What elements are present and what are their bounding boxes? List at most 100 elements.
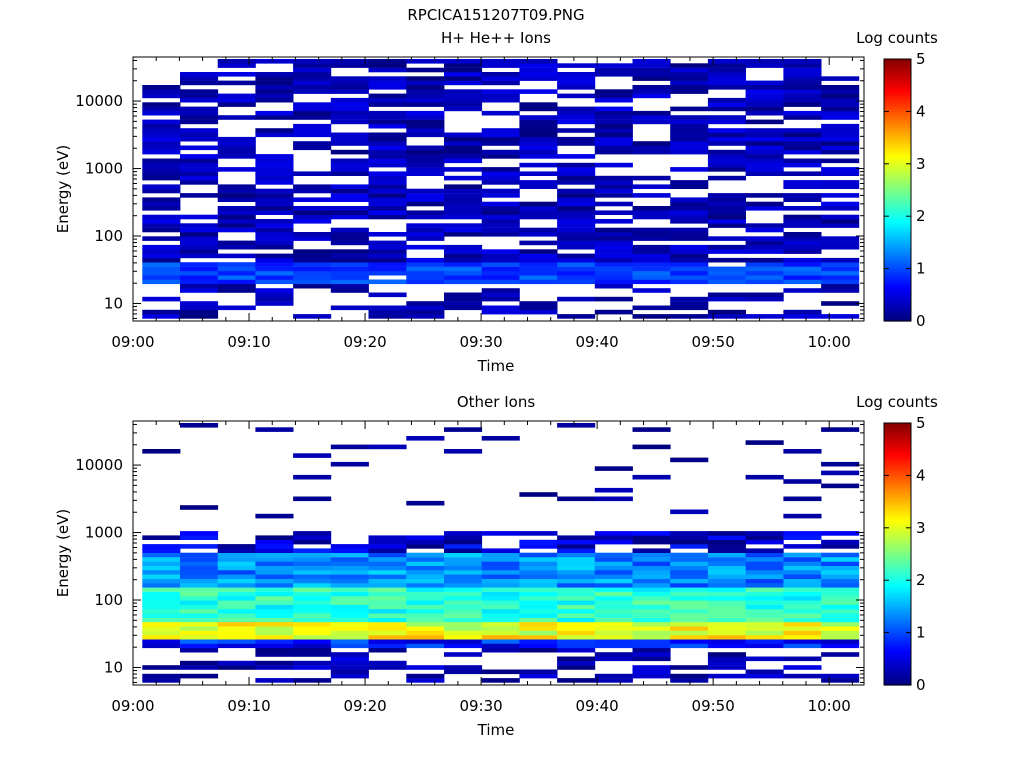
heatmap-cell [745,600,784,605]
colorbar-gradient-step [884,501,911,505]
heatmap-cell [293,145,332,151]
heatmap-cell [180,565,219,571]
heatmap-cell [180,72,219,77]
heatmap-cell [707,596,746,601]
colorbar-gradient-step [884,307,911,312]
heatmap-cell [217,97,256,103]
heatmap-cell [821,531,860,536]
heatmap-cell [180,557,219,562]
heatmap-cell [670,236,709,241]
heatmap-cell [745,110,784,116]
colorbar-gradient-step [884,475,911,479]
heatmap-cell [368,583,407,588]
heatmap-cell [368,647,407,653]
x-tick-label: 09:20 [343,697,386,715]
colorbar-gradient-step [884,504,911,508]
heatmap-cell [632,548,671,553]
heatmap-cell [444,253,483,259]
heatmap-cell [217,660,256,666]
heatmap-cell [821,85,860,90]
heatmap-cell [557,188,596,194]
heatmap-cell [707,141,746,146]
heatmap-cell [217,253,256,259]
heatmap-cell [594,249,633,254]
heatmap-cell [180,279,219,285]
heatmap-cell [481,288,520,293]
heatmap-cell [594,240,633,246]
heatmap-cell [594,115,633,120]
heatmap-cell [142,136,181,142]
heatmap-cell [142,188,181,194]
heatmap-cell [481,292,520,298]
heatmap-cell [481,253,520,259]
heatmap-cell [519,149,558,155]
heatmap-cell [293,591,332,597]
heatmap-cell [444,449,483,454]
colorbar-gradient-step [884,661,911,665]
heatmap-cell [745,535,784,540]
heatmap-cell [330,596,369,601]
heatmap-cell [330,626,369,631]
heatmap-cell [180,275,219,280]
heatmap-cell [217,578,256,584]
colorbar-tick-label: 3 [916,155,926,173]
heatmap-cell [707,167,746,172]
heatmap-cell [330,249,369,254]
heatmap-cell [707,214,746,220]
colorbar-gradient-step [884,85,911,89]
heatmap-cell [481,270,520,276]
heatmap-cell [444,652,483,657]
heatmap-cell [519,561,558,566]
heatmap-cell [330,608,369,614]
heatmap-cell [180,132,219,138]
heatmap-cell [632,557,671,562]
colorbar-gradient-step [884,190,911,194]
heatmap-cell [745,193,784,198]
heatmap-cell [444,621,483,627]
heatmap-cell [594,535,633,540]
heatmap-cell [481,232,520,237]
heatmap-cell [142,600,181,605]
heatmap-cell [368,115,407,120]
colorbar-gradient-step [884,559,911,563]
heatmap-cell [330,652,369,657]
x-tick-label: 09:00 [111,697,154,715]
heatmap-cell [255,617,294,623]
heatmap-cell [142,548,181,553]
heatmap-cell [180,613,219,618]
heatmap-cell [142,110,181,116]
heatmap-cell [783,85,822,90]
heatmap-cell [330,665,369,670]
heatmap-cell [783,171,822,176]
heatmap-cell [632,63,671,68]
heatmap-cell [293,214,332,220]
heatmap-cell [368,149,407,155]
heatmap-cell [444,604,483,610]
heatmap-cell [707,102,746,107]
heatmap-cell [406,227,445,233]
colorbar-gradient-step [884,281,911,285]
heatmap-cell [444,578,483,584]
heatmap-cell [707,548,746,553]
heatmap-cell [821,600,860,605]
colorbar-gradient-step [884,284,911,288]
heatmap-cell [368,591,407,597]
heatmap-cell [594,613,633,618]
heatmap-cell [557,587,596,592]
colorbar-gradient-step [884,491,911,495]
heatmap-cell [444,63,483,68]
heatmap-cell [255,132,294,138]
heatmap-cell [519,136,558,142]
heatmap-cell [255,600,294,605]
heatmap-cell [217,596,256,601]
heatmap-cell [330,621,369,627]
heatmap-cell [481,574,520,579]
heatmap-cell [707,578,746,584]
heatmap-cell [594,97,633,103]
heatmap-cell [594,67,633,73]
heatmap-cell [632,279,671,285]
heatmap-cell [519,574,558,579]
heatmap-cell [444,141,483,146]
heatmap-cell [293,283,332,289]
heatmap-cell [745,106,784,112]
